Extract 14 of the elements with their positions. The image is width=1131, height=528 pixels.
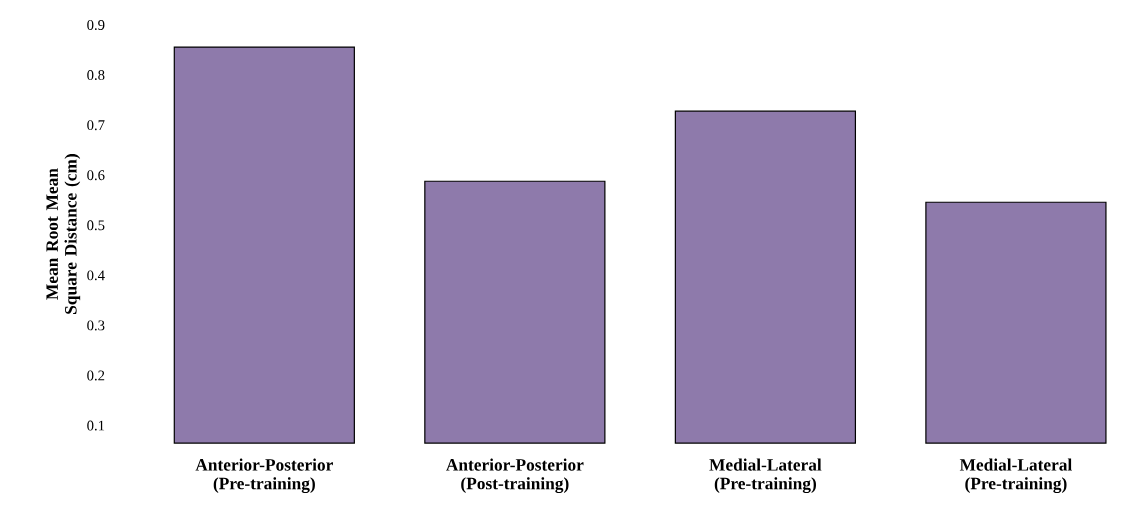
y-tick-label: 0.2 <box>87 370 105 381</box>
y-tick-label: 0.4 <box>87 270 105 281</box>
y-tick-label: 0.5 <box>87 220 105 231</box>
y-tick-label: 0.9 <box>87 19 105 30</box>
y-tick-label: 0.8 <box>87 70 105 80</box>
y-tick-label: 0.1 <box>87 420 105 431</box>
y-tick-label: 0.6 <box>87 170 105 181</box>
y-tick-label: 0.7 <box>87 120 105 131</box>
x-tick-label: Anterior-Posterior (Post-training) <box>446 458 584 493</box>
y-axis-title: Mean Root Mean Square Distance (cm) <box>46 154 81 314</box>
y-tick-label: 0.3 <box>87 320 105 331</box>
x-tick-label: Anterior-Posterior (Pre-training) <box>195 458 333 493</box>
x-tick-label: Medial-Lateral (Pre-training) <box>959 458 1072 493</box>
x-tick-label: Medial-Lateral (Pre-training) <box>709 458 822 493</box>
